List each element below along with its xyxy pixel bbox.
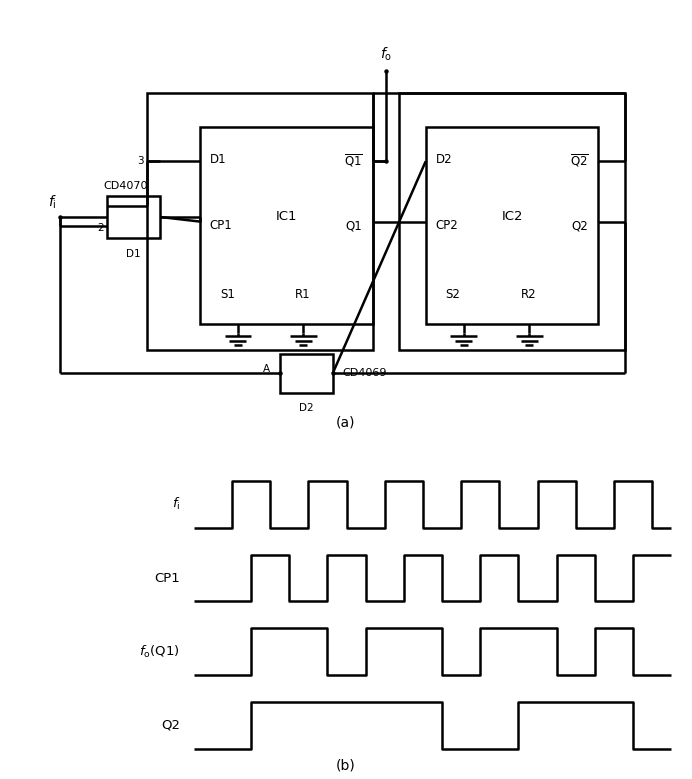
Text: (b): (b) xyxy=(336,759,356,773)
Bar xyxy=(200,127,372,324)
Bar xyxy=(280,354,333,393)
Text: CP1: CP1 xyxy=(154,572,180,584)
Text: $f_\mathrm{i}$: $f_\mathrm{i}$ xyxy=(48,193,57,210)
Text: 2: 2 xyxy=(97,223,104,233)
Text: CD4070: CD4070 xyxy=(104,182,148,192)
Text: $f_\mathrm{i}$: $f_\mathrm{i}$ xyxy=(172,496,180,513)
Text: $\overline{\mathrm{Q2}}$: $\overline{\mathrm{Q2}}$ xyxy=(570,153,588,169)
Text: (a): (a) xyxy=(336,416,356,429)
Text: Q1: Q1 xyxy=(346,219,363,232)
Text: CP1: CP1 xyxy=(210,219,233,232)
Text: CD4069: CD4069 xyxy=(343,368,388,379)
Text: S1: S1 xyxy=(220,287,235,301)
Text: $f_\mathrm{o}$: $f_\mathrm{o}$ xyxy=(380,45,392,63)
Text: $\overline{\mathrm{Q1}}$: $\overline{\mathrm{Q1}}$ xyxy=(344,153,363,169)
Text: D2: D2 xyxy=(436,153,453,166)
Bar xyxy=(399,93,625,350)
Text: IC1: IC1 xyxy=(275,210,297,224)
Text: S2: S2 xyxy=(446,287,460,301)
Text: D1: D1 xyxy=(126,249,140,259)
Bar xyxy=(426,127,599,324)
Text: Q2: Q2 xyxy=(572,219,588,232)
Text: R2: R2 xyxy=(520,287,536,301)
Bar xyxy=(107,196,160,238)
Text: Q2: Q2 xyxy=(161,719,180,732)
Text: A: A xyxy=(262,365,270,375)
Text: D1: D1 xyxy=(210,153,226,166)
Text: R1: R1 xyxy=(295,287,311,301)
Text: IC2: IC2 xyxy=(501,210,523,224)
Text: CP2: CP2 xyxy=(436,219,458,232)
Text: D2: D2 xyxy=(299,404,313,414)
Text: 3: 3 xyxy=(137,157,143,166)
Text: $f_\mathrm{o}$(Q1): $f_\mathrm{o}$(Q1) xyxy=(139,643,180,660)
Bar xyxy=(147,93,372,350)
